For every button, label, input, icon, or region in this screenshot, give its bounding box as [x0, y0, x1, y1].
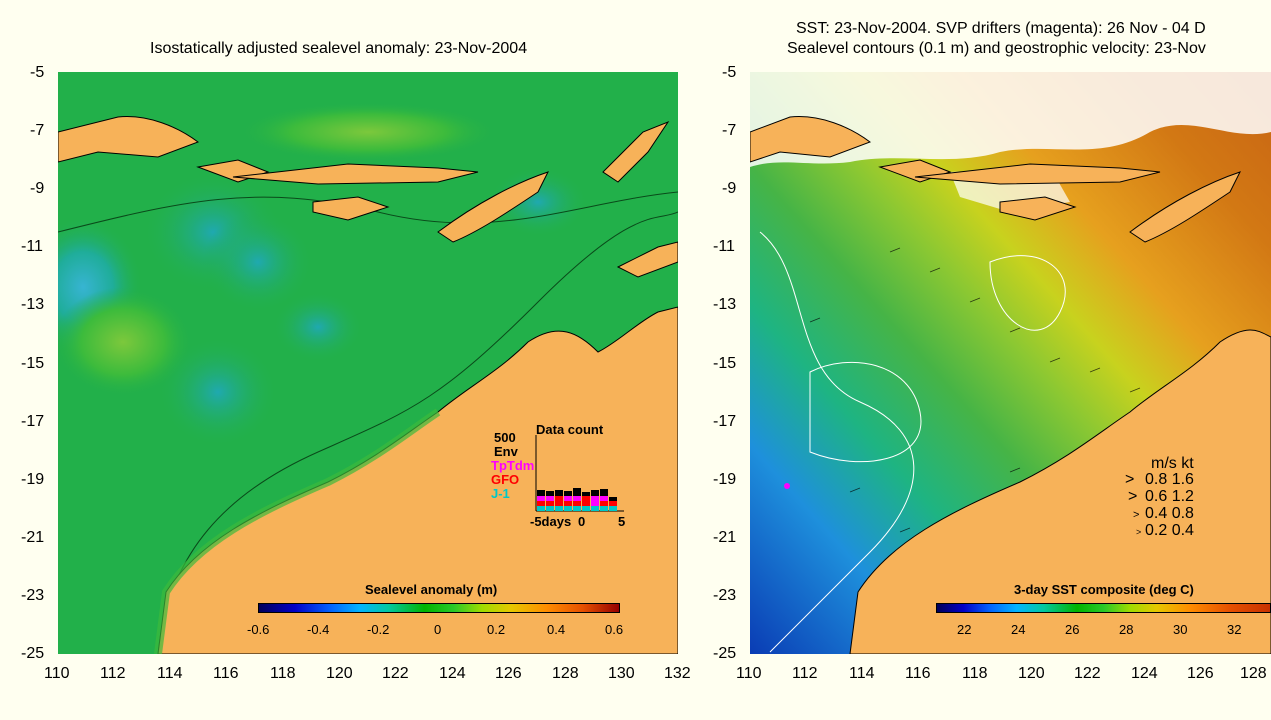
right-colorbar-tick: 26 [1065, 622, 1080, 637]
right-x-tick: 120 [1018, 665, 1045, 682]
left-colorbar-tick: 0 [434, 622, 442, 637]
right-panel-title-line2: Sealevel contours (0.1 m) and geostrophi… [787, 40, 1206, 57]
left-colorbar-tick: 0.4 [547, 622, 566, 637]
right-x-tick: 118 [962, 665, 988, 682]
left-x-tick: 126 [495, 665, 522, 682]
series-j1-label: J-1 [491, 486, 510, 501]
right-colorbar-tick: 32 [1227, 622, 1242, 637]
left-y-tick: -5 [30, 64, 45, 81]
right-y-tick: -17 [713, 413, 737, 430]
right-colorbar-tick: 28 [1119, 622, 1134, 637]
velocity-arrow-icon: > [1136, 527, 1142, 537]
sealevel-anomaly-map-graphic [58, 72, 678, 654]
data-count-title: Data count [536, 422, 604, 437]
right-colorbar-tick: 30 [1173, 622, 1188, 637]
left-panel-title: Isostatically adjusted sealevel anomaly:… [150, 40, 528, 57]
right-x-tick: 124 [1131, 665, 1158, 682]
right-x-tick: 112 [792, 665, 818, 682]
left-y-tick: -25 [21, 645, 45, 662]
right-panel: SST: 23-Nov-2004. SVP drifters (magenta)… [700, 0, 1271, 720]
right-colorbar-gradient [936, 603, 1271, 613]
right-x-tick: 110 [736, 665, 762, 682]
left-colorbar-gradient [258, 603, 620, 613]
velocity-legend-header: m/s kt [1151, 455, 1194, 472]
right-y-tick: -5 [722, 64, 737, 81]
right-colorbar-title: 3-day SST composite (deg C) [1014, 582, 1194, 597]
right-y-tick: -25 [713, 645, 737, 662]
series-env-label: Env [494, 444, 518, 459]
data-count-x-mid: 0 [578, 514, 586, 529]
left-y-tick: -21 [21, 529, 45, 546]
velocity-legend-row: >0.6 1.2 [1128, 488, 1194, 505]
left-x-tick: 112 [100, 665, 126, 682]
series-tptdm-label: TpTdm [491, 458, 535, 473]
left-y-tick: -11 [21, 238, 43, 255]
left-x-tick: 110 [44, 665, 70, 682]
left-x-tick: 130 [608, 665, 635, 682]
left-x-tick: 120 [326, 665, 353, 682]
left-x-tick: 114 [157, 665, 183, 682]
sst-map-graphic [750, 72, 1271, 654]
svp-drifter-marker [784, 483, 790, 489]
left-y-tick: -19 [21, 471, 45, 488]
right-x-tick: 122 [1074, 665, 1101, 682]
data-count-max: 500 [494, 430, 516, 445]
right-y-tick: -21 [713, 529, 737, 546]
data-count-x-left: -5days [530, 514, 572, 529]
velocity-arrow-icon: > [1128, 488, 1138, 505]
right-y-tick: -23 [713, 587, 737, 604]
left-y-tick: -17 [21, 413, 45, 430]
right-y-tick: -11 [713, 238, 735, 255]
right-panel-title-line1: SST: 23-Nov-2004. SVP drifters (magenta)… [796, 20, 1206, 37]
velocity-legend-row: >0.4 0.8 [1133, 505, 1194, 522]
velocity-legend-row: >0.8 1.6 [1125, 471, 1194, 488]
left-colorbar-tick: 0.6 [605, 622, 624, 637]
data-count-bar-group [537, 488, 617, 511]
data-count-x-right: 5 [618, 514, 626, 529]
left-y-tick: -23 [21, 587, 45, 604]
left-y-tick: -15 [21, 355, 45, 372]
left-y-tick: -13 [21, 296, 45, 313]
right-colorbar-tick: 24 [1011, 622, 1026, 637]
left-x-tick: 122 [382, 665, 409, 682]
left-y-tick: -9 [30, 180, 45, 197]
series-gfo-label: GFO [491, 472, 520, 487]
left-colorbar-title: Sealevel anomaly (m) [365, 582, 498, 597]
right-y-tick: -7 [722, 122, 737, 139]
left-colorbar-tick: -0.4 [307, 622, 330, 637]
data-count-bars [535, 435, 624, 512]
right-y-tick: -19 [713, 471, 737, 488]
left-x-tick: 132 [664, 665, 691, 682]
velocity-arrow-icon: > [1125, 471, 1135, 488]
left-x-tick: 128 [552, 665, 579, 682]
left-colorbar-tick: -0.6 [247, 622, 270, 637]
right-x-tick: 114 [849, 665, 875, 682]
right-y-tick: -15 [713, 355, 737, 372]
left-x-tick: 124 [439, 665, 466, 682]
right-x-tick: 116 [905, 665, 931, 682]
left-x-tick: 116 [213, 665, 239, 682]
left-colorbar-tick: -0.2 [367, 622, 390, 637]
sealevel-anomaly-map [58, 72, 678, 654]
right-x-tick: 128 [1240, 665, 1267, 682]
left-y-tick: -7 [30, 122, 45, 139]
right-x-tick: 126 [1187, 665, 1214, 682]
sst-map [750, 72, 1271, 654]
left-colorbar-tick: 0.2 [487, 622, 506, 637]
left-x-tick: 118 [270, 665, 296, 682]
velocity-legend-row: >0.2 0.4 [1136, 522, 1194, 539]
right-y-tick: -13 [713, 296, 737, 313]
velocity-arrow-icon: > [1133, 509, 1140, 521]
right-y-tick: -9 [722, 180, 737, 197]
right-colorbar-tick: 22 [957, 622, 972, 637]
left-panel: Isostatically adjusted sealevel anomaly:… [21, 40, 691, 682]
